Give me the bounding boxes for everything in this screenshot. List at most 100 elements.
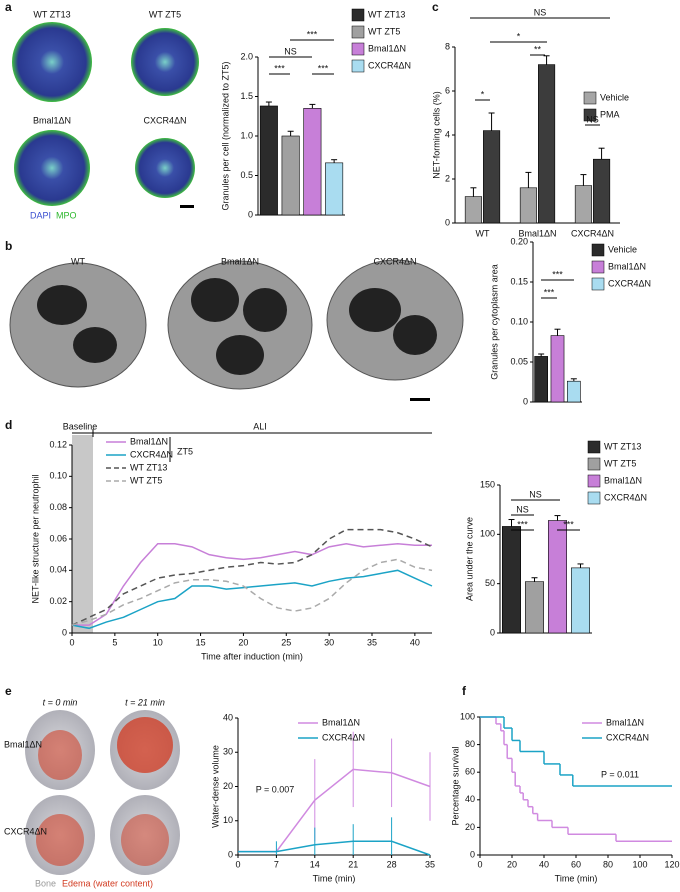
scale-bar	[180, 205, 194, 208]
line	[238, 840, 431, 856]
edema	[117, 717, 173, 773]
y-tick-label: 0	[523, 396, 528, 406]
image-label: t = 21 min	[125, 697, 165, 707]
edema	[36, 814, 84, 866]
x-tick-label: 35	[367, 637, 377, 647]
stain-label: MPO	[56, 210, 77, 220]
image-label: WT ZT13	[33, 9, 70, 19]
x-tick-label: WT	[476, 228, 490, 238]
y-tick-label: 0.02	[49, 596, 67, 606]
y-axis-label: NET-like structure per neutrophil	[30, 474, 40, 603]
legend-label: WT ZT5	[368, 26, 400, 36]
panel-label: e	[5, 684, 12, 698]
nucleus	[393, 315, 437, 355]
significance-label: *	[517, 31, 521, 41]
y-tick-label: 10	[223, 815, 233, 825]
y-tick-label: 0.15	[510, 276, 528, 286]
panel-label: c	[432, 0, 439, 14]
y-axis-label: Water-dense volume	[210, 745, 220, 828]
legend-swatch	[591, 277, 605, 291]
nucleus	[349, 288, 401, 332]
y-tick-label: 1.5	[240, 91, 253, 101]
bar	[593, 158, 611, 224]
annotation: Baseline	[63, 421, 98, 431]
significance-label: ***	[563, 519, 574, 529]
significance-label: *	[481, 89, 485, 99]
legend-swatch	[587, 457, 601, 471]
x-tick-label: 21	[348, 859, 358, 869]
x-tick-label: 20	[507, 859, 517, 869]
image-label: t = 0 min	[43, 697, 78, 707]
bar	[570, 567, 590, 634]
legend-label: Bmal1ΔN	[130, 436, 168, 446]
y-tick-label: 100	[460, 711, 475, 721]
x-tick-label: 120	[664, 859, 679, 869]
line	[71, 558, 433, 626]
x-tick-label: 10	[153, 637, 163, 647]
x-tick-label: 25	[281, 637, 291, 647]
y-tick-label: 0	[470, 849, 475, 859]
y-axis-label: Percentage survival	[450, 746, 460, 825]
y-tick-label: 60	[465, 767, 475, 777]
x-tick-label: 20	[238, 637, 248, 647]
significance-label: NS	[516, 504, 529, 514]
legend-label: Bmal1ΔN	[606, 717, 644, 727]
line	[238, 768, 431, 853]
image-legend: Bone	[35, 878, 56, 888]
x-tick-label: 5	[112, 637, 117, 647]
y-tick-label: 150	[480, 479, 495, 489]
significance-label: ***	[274, 63, 285, 73]
legend-label: Bmal1ΔN	[368, 43, 406, 53]
y-tick-label: 20	[465, 822, 475, 832]
bar	[259, 105, 278, 216]
y-tick-label: 0.08	[49, 502, 67, 512]
bar	[574, 185, 592, 224]
legend-swatch	[587, 474, 601, 488]
legend-label: WT ZT5	[604, 458, 636, 468]
significance-label: ***	[307, 29, 318, 39]
significance-label: ***	[552, 269, 563, 279]
line	[72, 542, 432, 626]
scale-bar	[410, 398, 430, 401]
y-tick-label: 0.06	[49, 533, 67, 543]
x-tick-label: 30	[324, 637, 334, 647]
y-tick-label: 80	[465, 739, 475, 749]
annotation: ALI	[253, 421, 267, 431]
x-tick-label: 100	[632, 859, 647, 869]
y-tick-label: 0	[248, 209, 253, 219]
x-tick-label: 35	[425, 859, 435, 869]
legend-label: Bmal1ΔN	[604, 475, 642, 485]
x-tick-label: 60	[571, 859, 581, 869]
bar	[566, 380, 581, 403]
x-tick-label: 40	[539, 859, 549, 869]
cell-image	[12, 22, 92, 102]
y-tick-label: 0.10	[49, 471, 67, 481]
legend-swatch	[351, 8, 365, 22]
y-axis-label: Area under the curve	[464, 517, 474, 601]
legend-swatch	[583, 91, 597, 105]
bar	[281, 135, 300, 216]
y-tick-label: 100	[480, 529, 495, 539]
y-tick-label: 30	[223, 747, 233, 757]
bar	[501, 526, 521, 634]
legend-swatch	[351, 25, 365, 39]
legend-swatch	[587, 440, 601, 454]
nucleus	[37, 285, 87, 325]
panel-label: b	[5, 239, 12, 253]
image-label: WT	[71, 256, 85, 266]
x-tick-label: CXCR4ΔN	[571, 228, 614, 238]
x-tick-label: 7	[274, 859, 279, 869]
panel-label: a	[5, 0, 12, 14]
y-axis-label: Granules per cell (normalized to ZT5)	[220, 61, 230, 210]
micrographs-a: WT ZT13 WT ZT5 Bmal1ΔN CXCR4ΔN DAPI MPO	[12, 9, 199, 220]
legend-label: CXCR4ΔN	[606, 732, 649, 742]
x-tick-label: 40	[410, 637, 420, 647]
bar	[483, 130, 501, 224]
x-tick-label: 0	[69, 637, 74, 647]
significance-label: ***	[318, 63, 329, 73]
x-tick-label: 15	[196, 637, 206, 647]
y-tick-label: 0.05	[510, 356, 528, 366]
significance-label: NS	[534, 7, 547, 17]
significance-label: NS	[586, 114, 599, 124]
edema	[38, 730, 82, 780]
